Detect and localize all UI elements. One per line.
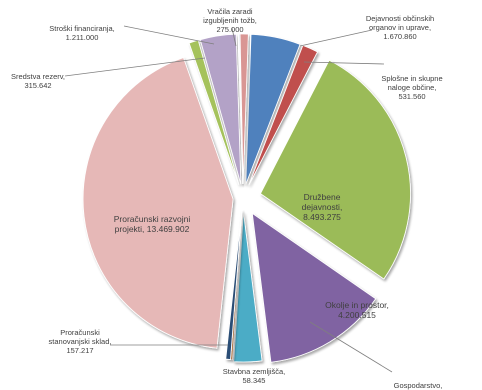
data-label-line: Proračunski xyxy=(60,328,100,337)
leader-lines xyxy=(64,25,393,373)
data-label-line: Stavbna zemljišča, xyxy=(223,367,286,376)
slice-data-label: Dejavnosti občinskih organov in uprave, 1.… xyxy=(366,14,434,41)
data-label-line: dejavnosti, xyxy=(302,202,343,212)
leader-line xyxy=(303,61,385,65)
slice-data-label: Stroški financiranja, 1.211.000 xyxy=(49,24,114,42)
data-label-line: 275.000 xyxy=(216,25,243,34)
pie-slice xyxy=(233,211,263,363)
slice-data-label: Proračunski stanovanjski sklad, 157.217 xyxy=(49,328,112,355)
data-label-line: 157.217 xyxy=(66,346,93,355)
pie-slice xyxy=(239,33,249,185)
data-label-line: Okolje in prostor, xyxy=(325,300,389,310)
data-label-line: Družbene xyxy=(304,192,341,202)
data-label-line: 4.200.515 xyxy=(338,310,376,320)
data-label-line: Splošne in skupne xyxy=(381,74,442,83)
pie-slice xyxy=(225,209,243,360)
slice-data-label: Stavbna zemljišča, 58.345 xyxy=(223,367,286,385)
pie-slice xyxy=(259,59,411,280)
slice-data-label: Splošne in skupne naloge občine, 531.560 xyxy=(381,74,442,101)
data-labels: Dejavnosti občinskih organov in uprave, 1.… xyxy=(11,7,443,390)
data-label-line: 531.560 xyxy=(398,92,425,101)
slice-data-label: Gospodarstvo,944.955 xyxy=(394,381,443,390)
data-label-line: Stroški financiranja, xyxy=(49,24,114,33)
data-label-line: Gospodarstvo, xyxy=(394,381,443,390)
data-label-line: stanovanjski sklad, xyxy=(49,337,112,346)
leader-line xyxy=(299,29,373,47)
data-label-line: 58.345 xyxy=(243,376,266,385)
data-label-line: projekti, 13.469.902 xyxy=(115,224,190,234)
data-label-line: Dejavnosti občinskih xyxy=(366,14,434,23)
pie-slice xyxy=(188,39,240,185)
data-label-line: naloge občine, xyxy=(388,83,437,92)
data-label-line: 1.670.860 xyxy=(383,32,416,41)
slice-data-label: Sredstva rezerv, 315.642 xyxy=(11,72,65,90)
slice-data-label: Vračila zaradi izgubljenih tožb, 275.000 xyxy=(203,7,257,34)
pie-slice xyxy=(245,33,301,185)
data-label-line: 8.493.275 xyxy=(303,212,341,222)
data-label-line: 1.211.000 xyxy=(66,33,99,42)
pie-slices xyxy=(82,33,411,363)
leader-line xyxy=(309,321,393,373)
pie-slice xyxy=(251,212,377,363)
pie-slice xyxy=(238,33,244,185)
data-label-line: izgubljenih tožb, xyxy=(203,16,257,25)
pie-slice xyxy=(199,33,242,185)
leader-line xyxy=(123,25,215,45)
slice-data-label: Proračunski razvojni projekti, 13.469.902 xyxy=(114,214,191,234)
data-label-line: Proračunski razvojni xyxy=(114,214,191,224)
pie-slice xyxy=(82,57,234,349)
data-label-line: 315.642 xyxy=(24,81,51,90)
slice-data-label: Družbene dejavnosti, 8.493.275 xyxy=(302,192,343,222)
slice-data-label: Okolje in prostor, 4.200.515 xyxy=(325,300,389,320)
data-label-line: Sredstva rezerv, xyxy=(11,72,65,81)
data-label-line: Vračila zaradi xyxy=(207,7,252,16)
leader-line xyxy=(231,27,237,47)
data-label-line: organov in uprave, xyxy=(369,23,431,32)
leader-line xyxy=(64,57,206,77)
